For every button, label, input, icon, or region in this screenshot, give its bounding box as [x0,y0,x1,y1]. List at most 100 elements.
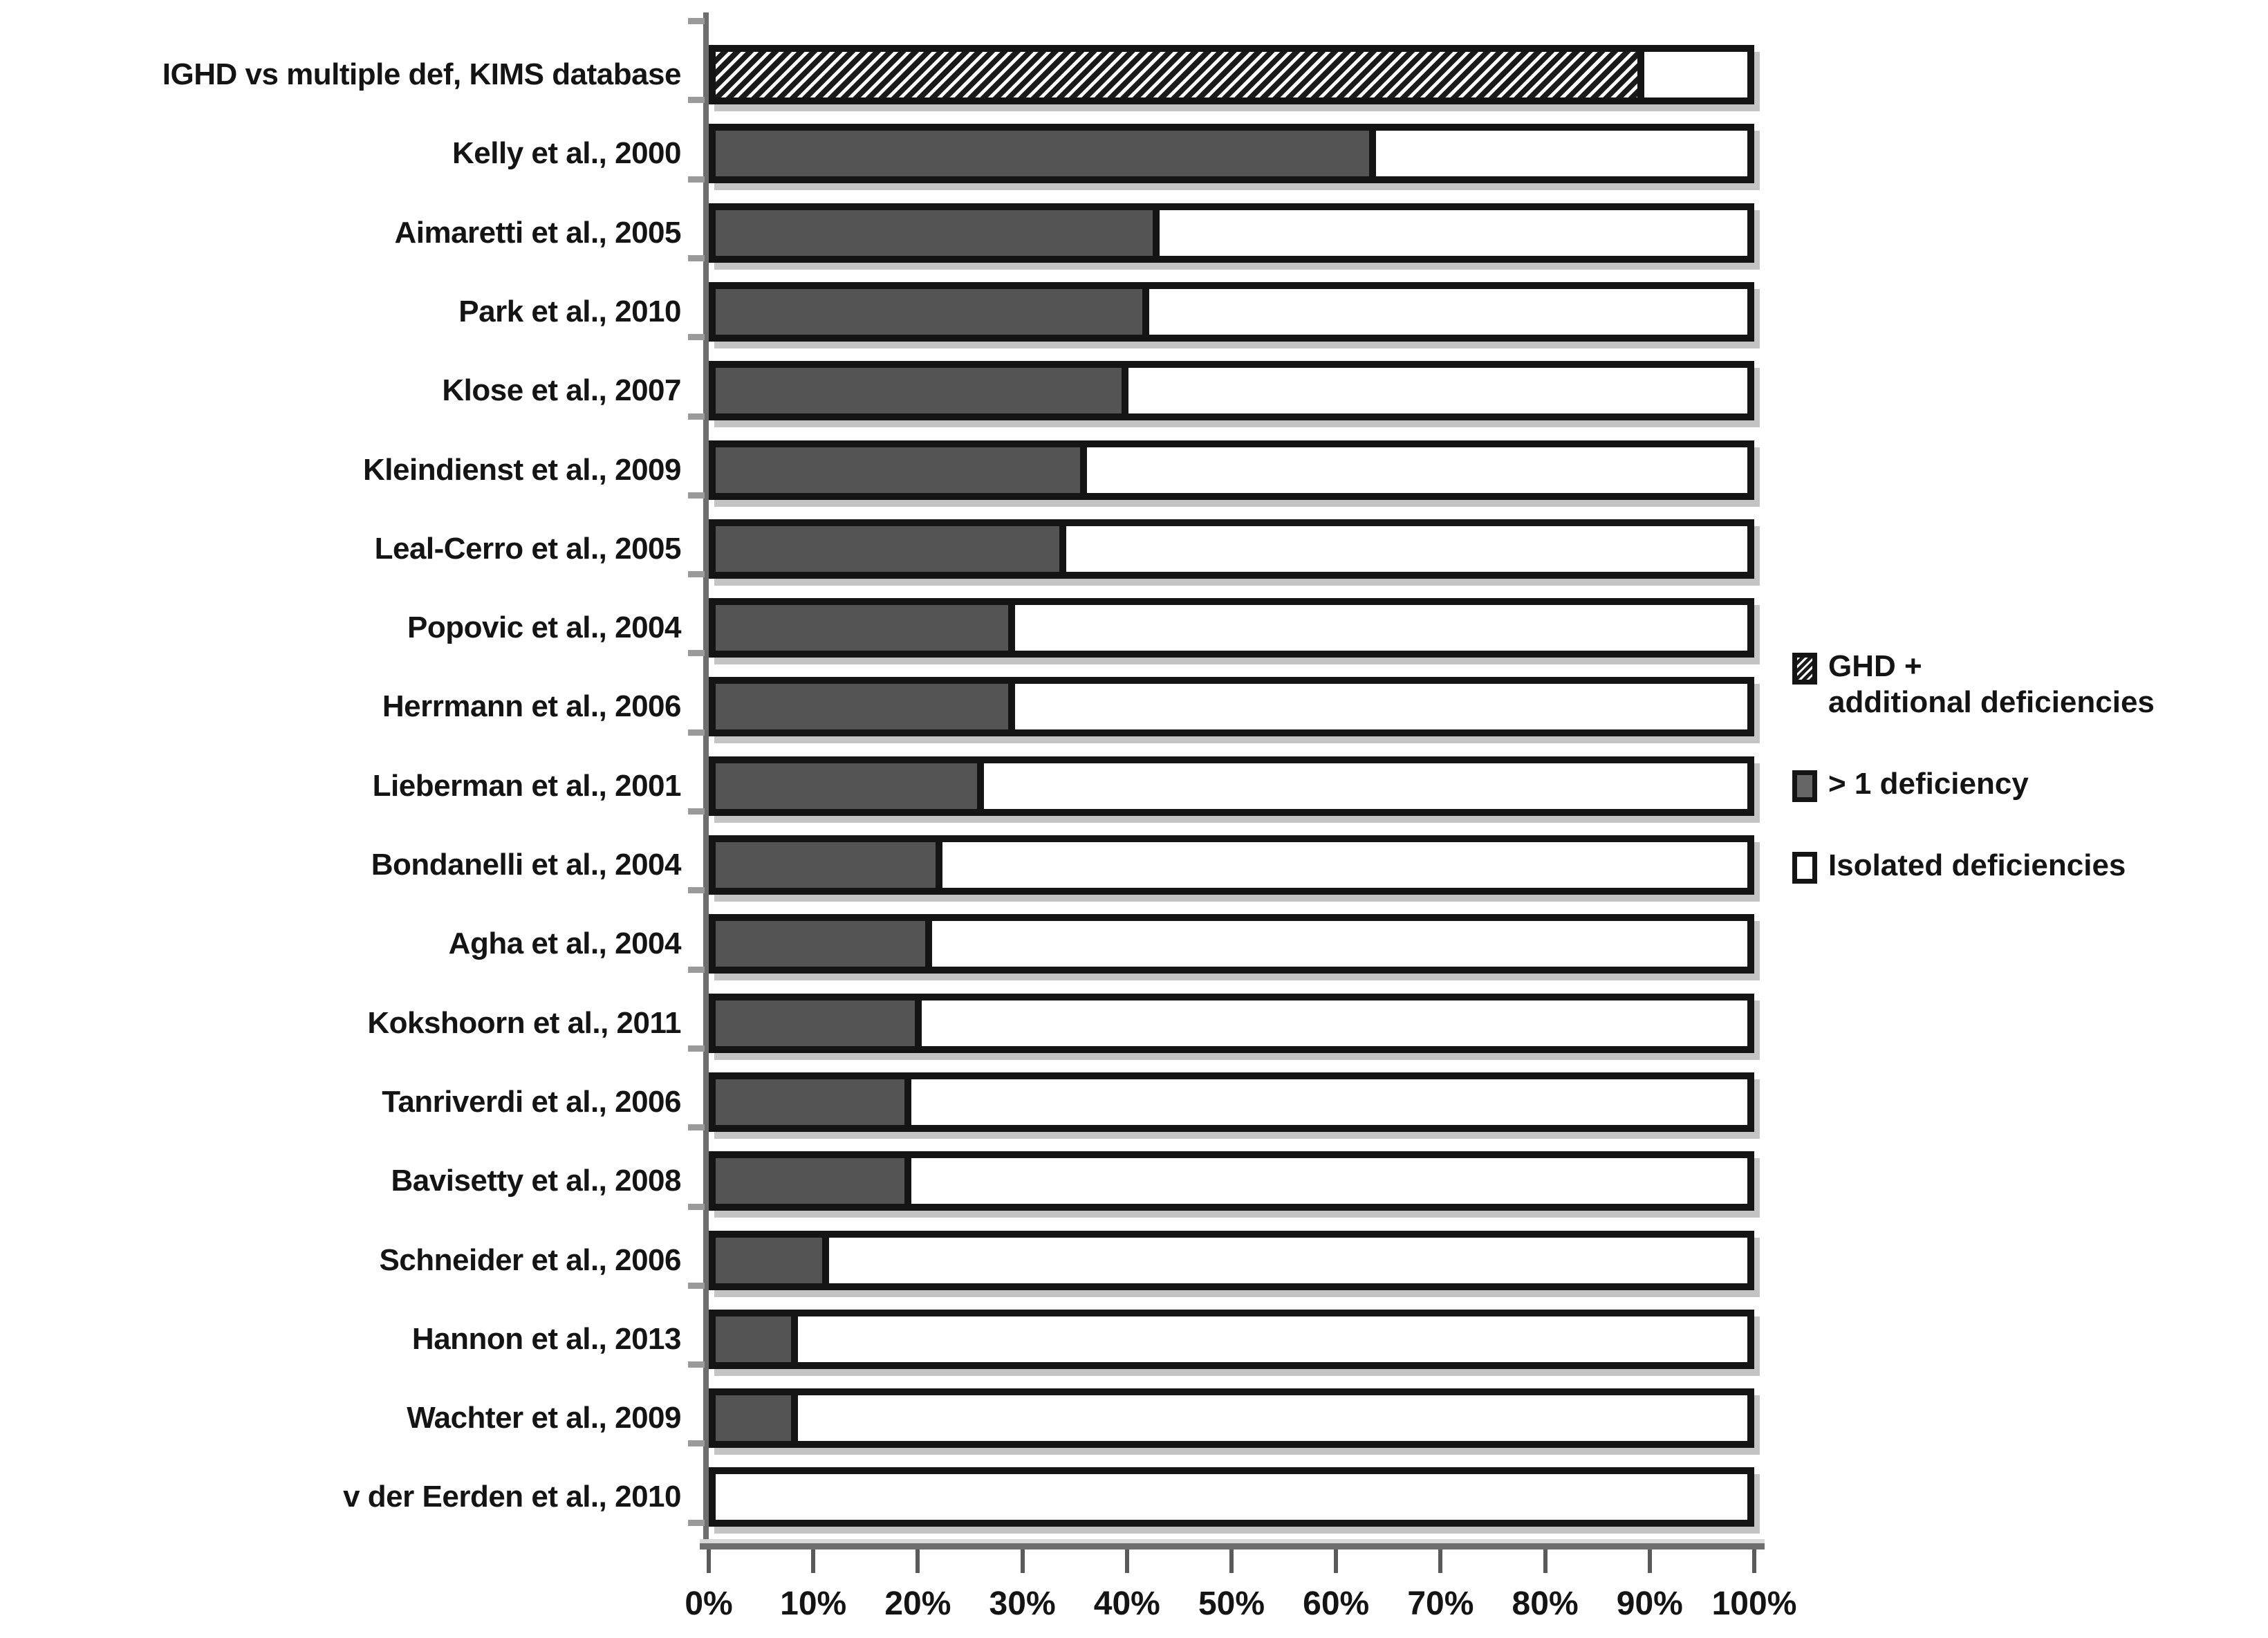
category-label: Kelly et al., 2000 [452,136,682,171]
bar-row [709,677,1754,737]
x-tick-mark [1647,1549,1652,1573]
bar-row [709,1309,1754,1369]
bar-row [709,835,1754,895]
y-tick-mark [688,1361,705,1368]
x-tick-label: 0% [685,1585,733,1622]
bar-row [709,1072,1754,1132]
y-tick-mark [688,1440,705,1447]
x-tick-mark [811,1549,816,1573]
y-tick-mark [688,334,705,341]
y-tick-mark [688,18,705,24]
segment-gt1-deficiency [716,525,1067,572]
bar-row [709,1388,1754,1449]
bar-row [709,914,1754,974]
segment-gt1-deficiency [716,131,1376,177]
y-tick-mark [688,97,705,104]
segment-gt1-deficiency [716,605,1015,651]
category-label: Schneider et al., 2006 [379,1243,681,1277]
bar-row [709,1230,1754,1290]
x-tick-label: 30% [989,1585,1056,1622]
hatched-swatch-icon [1792,653,1817,685]
segment-gt1-deficiency [716,1316,799,1362]
x-tick-mark [1020,1549,1025,1573]
category-label: Tanriverdi et al., 2006 [382,1084,681,1119]
segment-gt1-deficiency [716,921,933,967]
segment-gt1-deficiency [716,842,943,888]
y-tick-mark [688,1124,705,1131]
segment-gt1-deficiency [716,447,1088,493]
y-tick-mark [688,571,705,578]
x-tick-label: 10% [780,1585,847,1622]
x-tick-mark [707,1549,711,1573]
category-label: Kleindienst et al., 2009 [363,452,681,487]
y-tick-mark [688,650,705,657]
y-tick-mark [688,808,705,815]
category-label: v der Eerden et al., 2010 [343,1480,681,1514]
y-tick-mark [688,176,705,183]
x-tick-mark [1334,1549,1339,1573]
y-tick-mark [688,729,705,736]
x-tick-label: 80% [1512,1585,1579,1622]
segment-gt1-deficiency [716,1079,912,1125]
segment-gt1-deficiency [716,210,1160,256]
category-label: IGHD vs multiple def, KIMS database [162,57,682,91]
x-tick-mark [1229,1549,1234,1573]
bar-row [709,1151,1754,1211]
x-tick-label: 70% [1407,1585,1474,1622]
bar-row [709,993,1754,1053]
x-tick-label: 50% [1198,1585,1265,1622]
bar-row [709,756,1754,816]
segment-gt1-deficiency [716,1000,922,1046]
x-tick-mark [1124,1549,1129,1573]
x-tick-label: 60% [1303,1585,1370,1622]
bar-row [709,203,1754,263]
y-tick-mark [688,1045,705,1052]
category-label: Popovic et al., 2004 [407,611,681,645]
category-label: Bondanelli et al., 2004 [371,848,682,882]
x-tick-label: 20% [884,1585,951,1622]
y-tick-mark [688,887,705,894]
x-tick-mark [1752,1549,1756,1573]
x-tick-mark [1438,1549,1443,1573]
category-label: Leal-Cerro et al., 2005 [374,531,682,566]
y-tick-mark [688,1519,705,1526]
bar-row [709,45,1754,104]
segment-gt1-deficiency [716,1237,830,1283]
dark-swatch-icon [1792,770,1817,802]
y-axis-line [703,12,709,1549]
category-label: Herrmann et al., 2006 [382,689,682,724]
segment-ghd-additional [716,52,1644,97]
segment-gt1-deficiency [716,1158,912,1204]
x-axis-line [700,1543,1765,1549]
y-tick-mark [688,1282,705,1289]
y-tick-mark [688,413,705,420]
x-tick-label: 40% [1093,1585,1160,1622]
segment-gt1-deficiency [716,684,1015,730]
category-label: Hannon et al., 2013 [411,1321,682,1356]
y-tick-mark [688,966,705,973]
category-label: Lieberman et al., 2001 [372,768,682,803]
segment-gt1-deficiency [716,763,984,809]
bar-row [709,440,1754,500]
category-label: Klose et al., 2007 [442,373,681,408]
bar-row [709,281,1754,342]
x-tick-mark [915,1549,920,1573]
bar-row [709,361,1754,421]
legend-item-isolated: Isolated deficiencies [1792,848,2262,884]
category-label: Bavisetty et al., 2008 [391,1164,682,1198]
category-label: Agha et al., 2004 [448,927,682,961]
legend: GHD + additional deficiencies > 1 defici… [1792,649,2262,929]
segment-gt1-deficiency [716,368,1128,414]
legend-item-gt1-deficiency: > 1 deficiency [1792,766,2262,802]
segment-gt1-deficiency [716,1395,799,1442]
x-tick-mark [1543,1549,1547,1573]
category-label: Park et al., 2010 [458,294,681,328]
legend-label: GHD + additional deficiencies [1828,649,2155,719]
bar-row [709,124,1754,184]
bar-row [709,1467,1754,1527]
y-tick-mark [688,492,705,499]
bar-row [709,598,1754,658]
x-tick-label: 90% [1616,1585,1683,1622]
x-tick-label: 100% [1711,1585,1797,1622]
legend-label: > 1 deficiency [1828,766,2029,801]
